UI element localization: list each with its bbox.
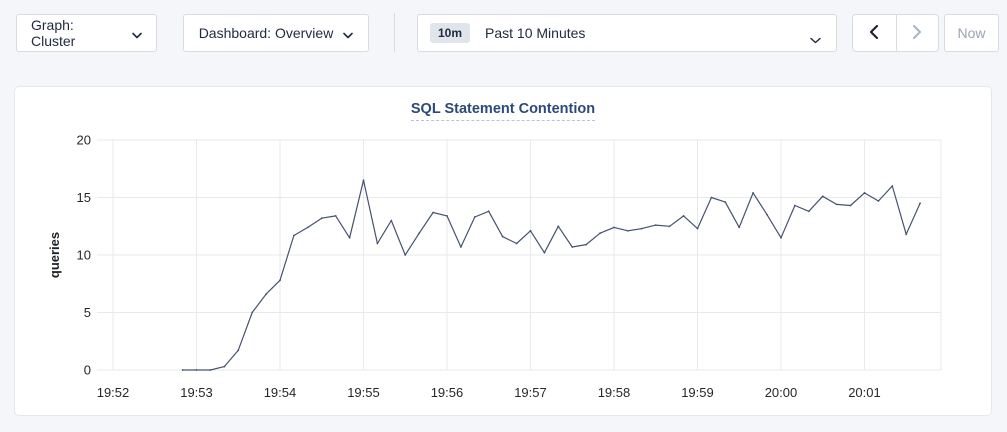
time-range-label: Past 10 Minutes: [485, 25, 586, 41]
svg-text:0: 0: [84, 363, 91, 378]
svg-text:19:54: 19:54: [264, 385, 297, 400]
next-time-button[interactable]: [895, 15, 939, 51]
chevron-down-icon: [132, 26, 142, 42]
svg-text:20: 20: [77, 133, 91, 148]
prev-time-button[interactable]: [853, 15, 896, 51]
chevron-down-icon: [343, 26, 354, 42]
svg-text:15: 15: [77, 190, 91, 205]
graph-dropdown-label: Graph: Cluster: [31, 17, 76, 49]
chevron-left-icon: [869, 24, 879, 43]
toolbar-divider: [394, 13, 395, 52]
time-range-step-group: [852, 14, 939, 52]
svg-text:19:57: 19:57: [514, 385, 547, 400]
svg-text:20:00: 20:00: [765, 385, 798, 400]
now-button[interactable]: Now: [944, 14, 999, 52]
chevron-down-icon: [810, 31, 821, 47]
svg-text:19:58: 19:58: [598, 385, 631, 400]
svg-text:19:55: 19:55: [347, 385, 380, 400]
svg-text:5: 5: [84, 305, 91, 320]
now-button-label: Now: [957, 25, 986, 41]
svg-text:queries: queries: [47, 232, 62, 278]
svg-text:19:59: 19:59: [681, 385, 714, 400]
time-range-badge: 10m: [430, 23, 471, 43]
chevron-right-icon: [912, 24, 922, 43]
sql-statement-contention-chart: 0 5 10 15 20 19:52 19:53 19:54 19:55 19:56 19:57 19…: [47, 133, 942, 400]
dashboard-dropdown-label: Dashboard: Overview: [198, 25, 334, 41]
dashboard-dropdown[interactable]: Dashboard: Overview: [183, 14, 369, 52]
graph-dropdown[interactable]: Graph: Cluster: [16, 14, 157, 52]
svg-text:20:01: 20:01: [848, 385, 881, 400]
chart-title-row: SQL Statement Contention: [15, 100, 991, 121]
svg-text:19:56: 19:56: [431, 385, 464, 400]
chart-panel: SQL Statement Contention 0 5 10 15 20 19:52 19…: [14, 86, 992, 416]
svg-text:10: 10: [77, 248, 91, 263]
svg-text:19:52: 19:52: [97, 385, 130, 400]
time-range-dropdown[interactable]: 10m Past 10 Minutes: [417, 14, 837, 52]
chart-title[interactable]: SQL Statement Contention: [410, 101, 596, 121]
svg-text:19:53: 19:53: [180, 385, 213, 400]
